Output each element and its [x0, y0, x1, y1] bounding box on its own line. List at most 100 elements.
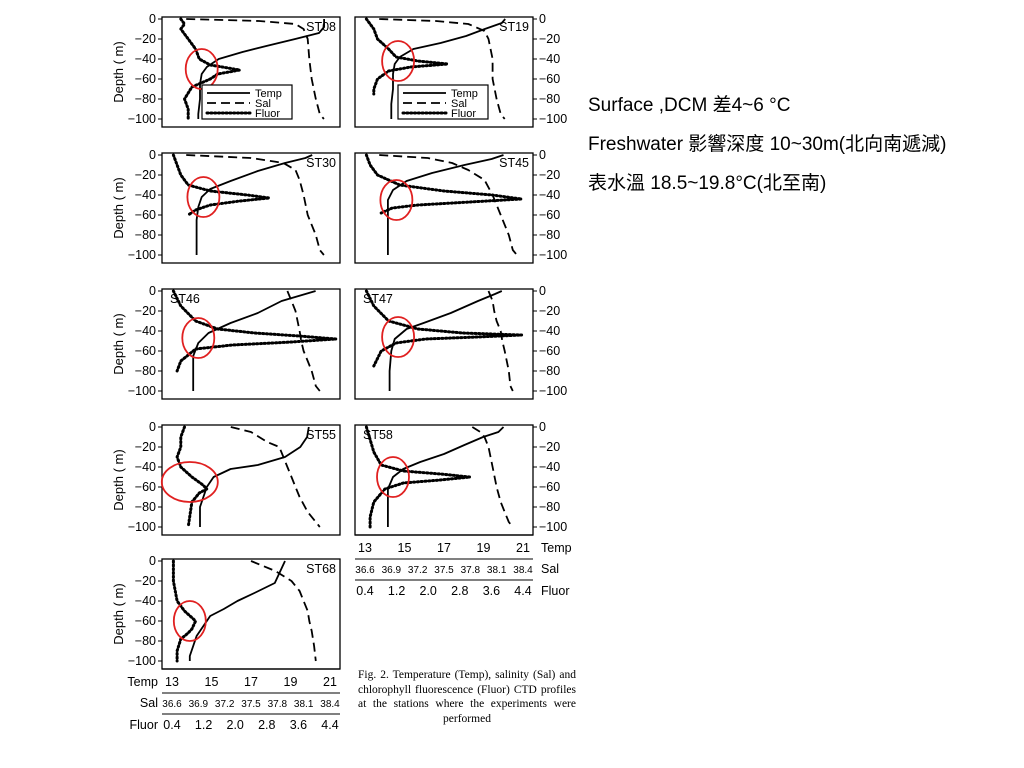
y-tick-label: 0: [539, 420, 546, 434]
series-temp-line: [386, 426, 505, 527]
legend-label: Fluor: [255, 108, 280, 120]
legend-label: Sal: [451, 98, 467, 110]
series-temp-line: [192, 290, 316, 391]
plot-frame: [161, 288, 341, 400]
y-tick-label: −40: [135, 594, 156, 608]
y-tick-label: −80: [135, 634, 156, 648]
x-tick-label-sal: 37.5: [434, 565, 454, 576]
y-tick-label: −100: [128, 654, 156, 668]
y-tick-label: −40: [135, 52, 156, 66]
figure-caption: Fig. 2. Temperature (Temp), salinity (Sa…: [358, 669, 576, 725]
legend-label: Temp: [255, 88, 282, 100]
x-tick-label-temp: 13: [358, 541, 372, 555]
y-tick-label: −80: [539, 228, 560, 242]
y-tick-label: 0: [149, 284, 156, 298]
y-tick-label: −20: [135, 168, 156, 182]
dcm-circle: [379, 179, 414, 221]
x-tick-label-sal: 36.6: [162, 699, 182, 710]
y-tick-label: −80: [135, 364, 156, 378]
y-tick-label: −80: [539, 364, 560, 378]
x-tick-label-fluor: 1.2: [195, 718, 212, 732]
y-tick-label: −100: [128, 520, 156, 534]
note-freshwater: Freshwater 影響深度 10~30m(北向南遞減): [588, 134, 947, 155]
x-tick-label-fluor: 2.0: [227, 718, 244, 732]
x-axes: 13 15 17 19 21 Temp 36.6 36.9 37.2 37.5 37.8 38.1 38…: [127, 668, 340, 732]
y-tick-label: −100: [539, 384, 567, 398]
note-surface-temp: 表水溫 18.5~19.8°C(北至南): [588, 173, 827, 194]
y-tick-label: −80: [539, 500, 560, 514]
series-temp-line: [188, 560, 286, 661]
station-label: ST55: [306, 428, 336, 442]
y-tick-label: −60: [539, 72, 560, 86]
y-tick-label: −20: [135, 32, 156, 46]
station-label: ST45: [499, 156, 529, 170]
x-axes: 13 15 17 19 21 Temp 36.6 36.9 37.2 37.5 37.8 38.1 38…: [355, 534, 572, 598]
series-sal-line: [379, 18, 506, 120]
x-axis-name-fluor: Fluor: [130, 718, 158, 732]
y-tick-label: −100: [128, 384, 156, 398]
series-fluor-line: [364, 425, 472, 529]
y-tick-label: −40: [539, 52, 560, 66]
y-tick-label: −100: [539, 248, 567, 262]
y-tick-label: −80: [135, 92, 156, 106]
x-tick-label-temp: 21: [323, 675, 337, 689]
x-tick-label-temp: 21: [516, 541, 530, 555]
x-tick-label-temp: 15: [398, 541, 412, 555]
x-tick-label-sal: 37.5: [241, 699, 261, 710]
x-tick-label-sal: 36.9: [189, 699, 209, 710]
dcm-circle: [160, 461, 219, 503]
y-tick-label: −80: [135, 228, 156, 242]
profile-panel-st45: 0 −20 −40 −60 −80 −100 ST45: [354, 148, 567, 264]
y-tick-label: 0: [149, 554, 156, 568]
series-fluor-line: [171, 153, 271, 217]
series-fluor-line: [364, 153, 524, 215]
y-axis-label: Depth ( m): [111, 41, 126, 102]
y-tick-label: −40: [539, 188, 560, 202]
y-tick-label: −100: [539, 112, 567, 126]
y-tick-label: −20: [135, 440, 156, 454]
series-sal-line: [186, 18, 325, 120]
y-tick-label: −80: [539, 92, 560, 106]
station-label: ST08: [306, 20, 336, 34]
x-tick-label-fluor: 3.6: [483, 584, 500, 598]
x-tick-label-sal: 38.1: [294, 699, 314, 710]
y-axis-label: Depth ( m): [111, 449, 126, 510]
series-sal-line: [286, 290, 321, 392]
series-sal-line: [379, 154, 518, 256]
y-tick-label: −100: [539, 520, 567, 534]
plot-frame: [354, 288, 534, 400]
x-tick-label-sal: 37.2: [215, 699, 235, 710]
x-tick-label-sal: 38.4: [513, 565, 533, 576]
plot-frame: [354, 152, 534, 264]
x-tick-label-fluor: 4.4: [514, 584, 531, 598]
dcm-circle: [376, 456, 410, 498]
y-axis-label: Depth ( m): [111, 313, 126, 374]
y-tick-label: 0: [149, 148, 156, 162]
y-tick-label: −40: [135, 460, 156, 474]
y-tick-label: −20: [135, 304, 156, 318]
x-tick-label-temp: 13: [165, 675, 179, 689]
y-tick-label: −60: [135, 72, 156, 86]
legend-label: Temp: [451, 88, 478, 100]
y-axis-label: Depth ( m): [111, 583, 126, 644]
y-tick-label: 0: [149, 12, 156, 26]
dcm-circle: [186, 176, 221, 218]
y-axis-label: Depth ( m): [111, 177, 126, 238]
x-tick-label-sal: 38.1: [487, 565, 507, 576]
plot-frame: [161, 16, 341, 128]
x-tick-label-temp: 19: [284, 675, 298, 689]
x-tick-label-fluor: 0.4: [163, 718, 180, 732]
y-tick-label: −20: [539, 32, 560, 46]
series-fluor-line: [179, 17, 242, 121]
x-axis-name-temp: Temp: [541, 541, 572, 555]
y-tick-label: −40: [539, 324, 560, 338]
